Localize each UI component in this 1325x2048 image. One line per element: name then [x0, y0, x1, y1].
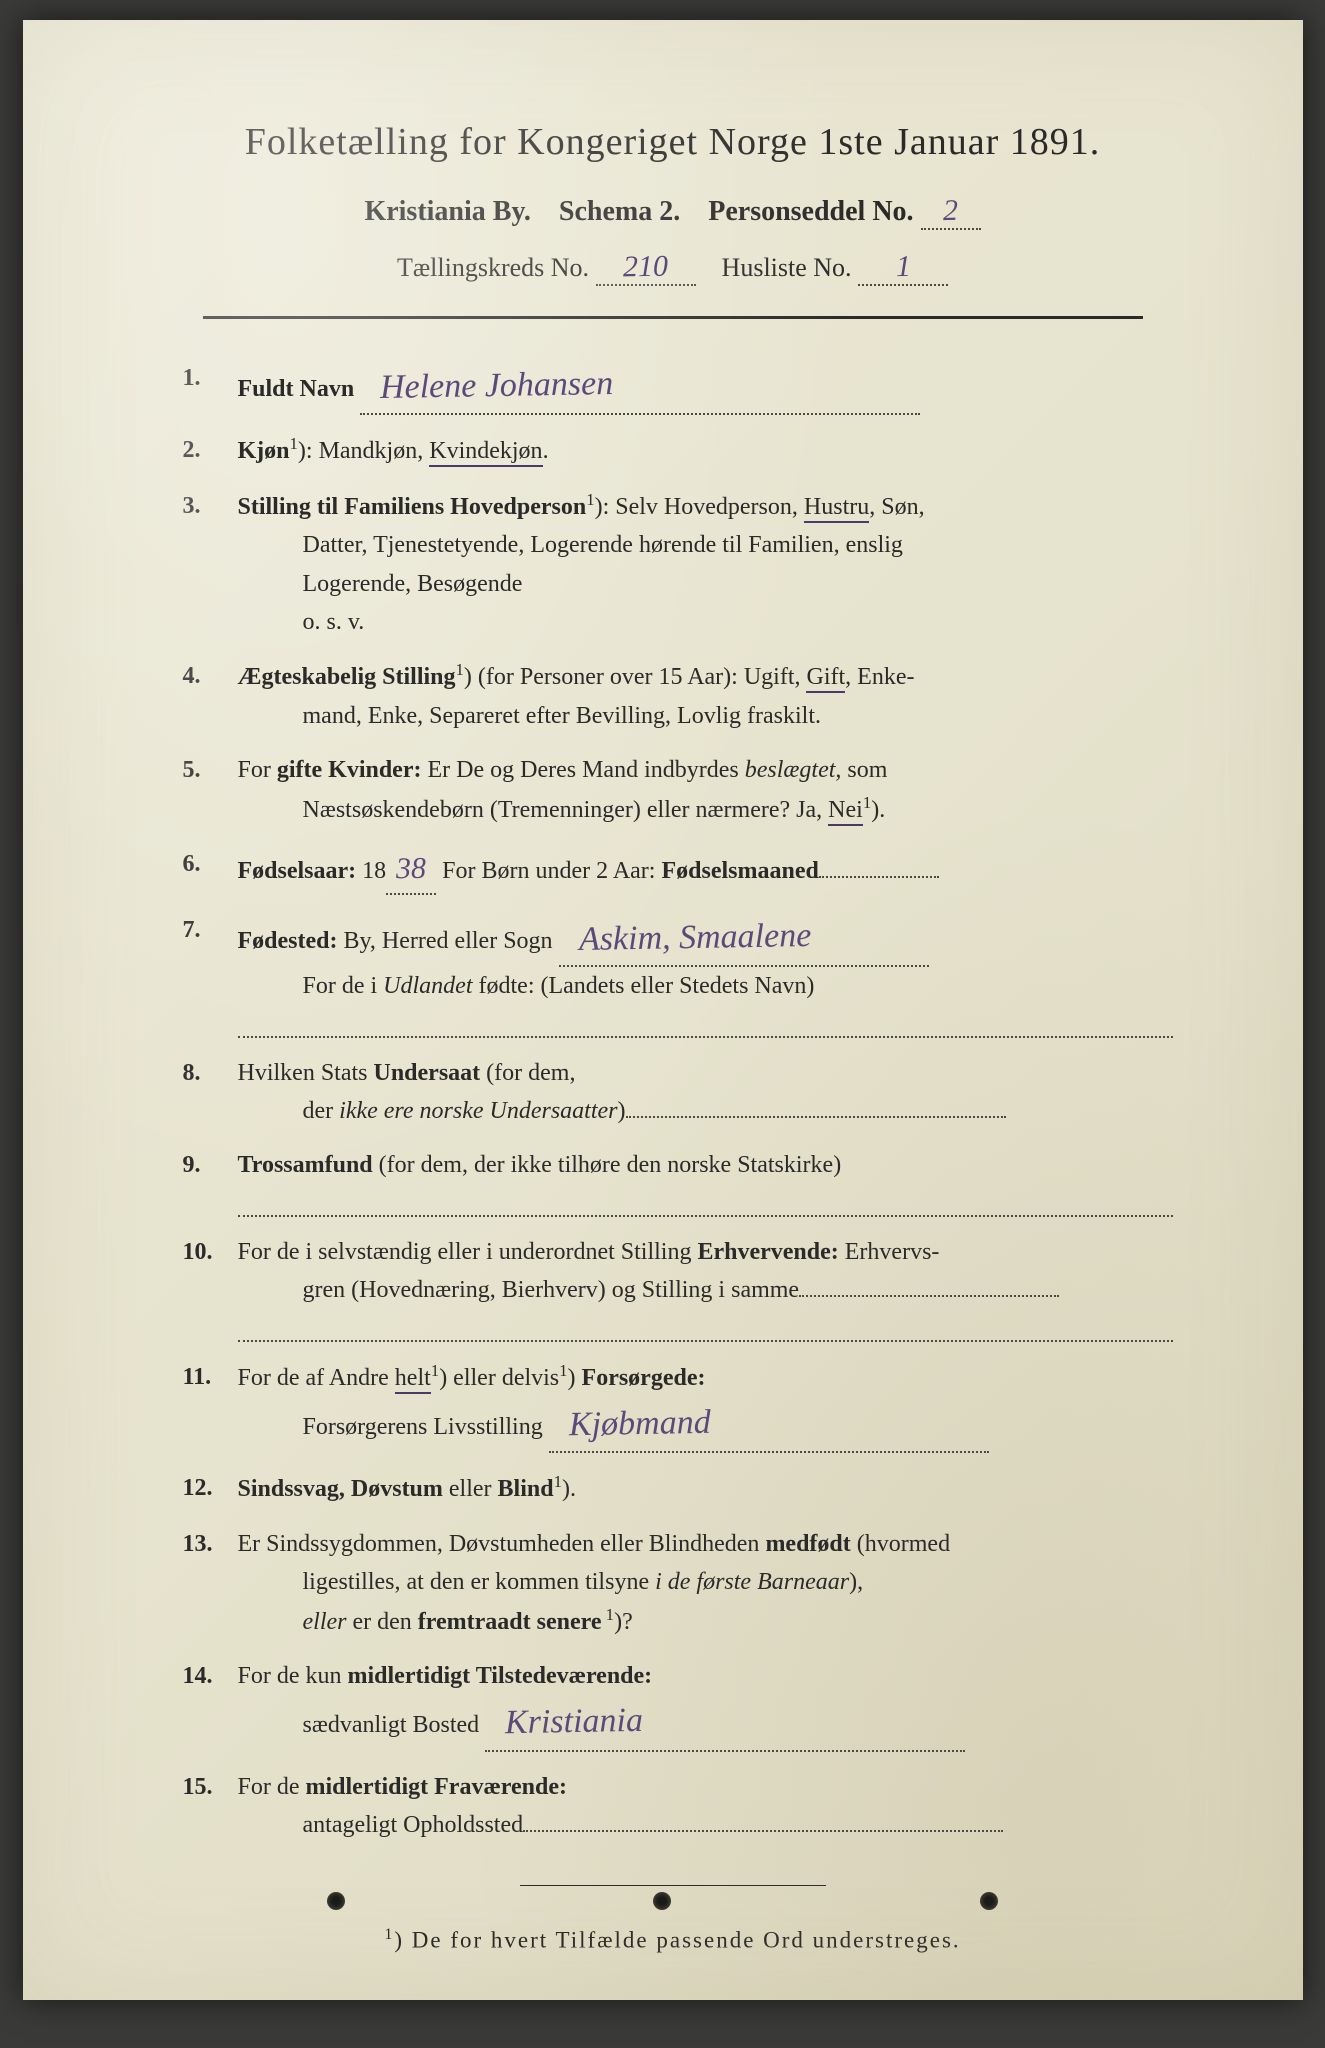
residence-field: Kristiania	[485, 1695, 965, 1751]
form-subtitle-1: Kristiania By. Schema 2. Personseddel No…	[163, 194, 1183, 230]
relation-selected: Hustru	[804, 494, 869, 523]
item-8: 8. Hvilken Stats Undersaat (for dem, der…	[183, 1054, 1173, 1131]
footnote-divider	[520, 1885, 826, 1886]
punch-hole-icon	[980, 1892, 998, 1910]
schema-label: Schema 2.	[559, 196, 680, 227]
taellingskreds-value: 210	[596, 250, 696, 286]
punch-hole-icon	[327, 1892, 345, 1910]
husliste-label: Husliste No.	[722, 253, 852, 282]
form-items: 1. Fuldt Navn Helene Johansen 2. Kjøn1):…	[163, 359, 1183, 1845]
related-selected: Nei	[828, 797, 863, 826]
punch-hole-icon	[653, 1892, 671, 1910]
taellingskreds-label: Tællingskreds No.	[397, 253, 589, 282]
item-10: 10. For de i selvstændig eller i underor…	[183, 1233, 1173, 1342]
personseddel-value: 2	[921, 194, 981, 230]
punch-holes	[23, 1892, 1303, 1910]
birthyear-field: 38	[386, 845, 436, 895]
item-14: 14. For de kun midlertidigt Tilstedevære…	[183, 1657, 1173, 1752]
form-title: Folketælling for Kongeriget Norge 1ste J…	[163, 120, 1183, 164]
item-2: 2. Kjøn1): Mandkjøn, Kvindekjøn.	[183, 431, 1173, 470]
item-4: 4. Ægteskabelig Stilling1) (for Personer…	[183, 657, 1173, 735]
name-field: Helene Johansen	[360, 359, 920, 415]
husliste-value: 1	[858, 250, 948, 286]
header-divider	[203, 316, 1143, 319]
item-5: 5. For gifte Kvinder: Er De og Deres Man…	[183, 751, 1173, 829]
item-12: 12. Sindssvag, Døvstum eller Blind1).	[183, 1469, 1173, 1508]
item-13: 13. Er Sindssygdommen, Døvstumheden elle…	[183, 1525, 1173, 1641]
provider-field: Kjøbmand	[549, 1397, 989, 1453]
item-7: 7. Fødested: By, Herred eller Sogn Askim…	[183, 911, 1173, 1038]
item-11: 11. For de af Andre helt1) eller delvis1…	[183, 1358, 1173, 1454]
census-form-page: Folketælling for Kongeriget Norge 1ste J…	[23, 20, 1303, 2000]
form-subtitle-2: Tællingskreds No. 210 Husliste No. 1	[163, 250, 1183, 286]
personseddel-label: Personseddel No.	[708, 196, 913, 227]
item-9: 9. Trossamfund (for dem, der ikke tilhør…	[183, 1146, 1173, 1216]
item-1: 1. Fuldt Navn Helene Johansen	[183, 359, 1173, 415]
birthplace-field: Askim, Smaalene	[559, 911, 929, 967]
sex-selected: Kvindekjøn	[429, 438, 542, 467]
item-6: 6. Fødselsaar: 1838 For Børn under 2 Aar…	[183, 845, 1173, 895]
city-label: Kristiania By.	[364, 196, 530, 227]
item-3: 3. Stilling til Familiens Hovedperson1):…	[183, 487, 1173, 642]
marital-selected: Gift	[806, 664, 845, 693]
item-15: 15. For de midlertidigt Fraværende: anta…	[183, 1768, 1173, 1845]
footnote: 1) De for hvert Tilfælde passende Ord un…	[163, 1926, 1183, 1954]
